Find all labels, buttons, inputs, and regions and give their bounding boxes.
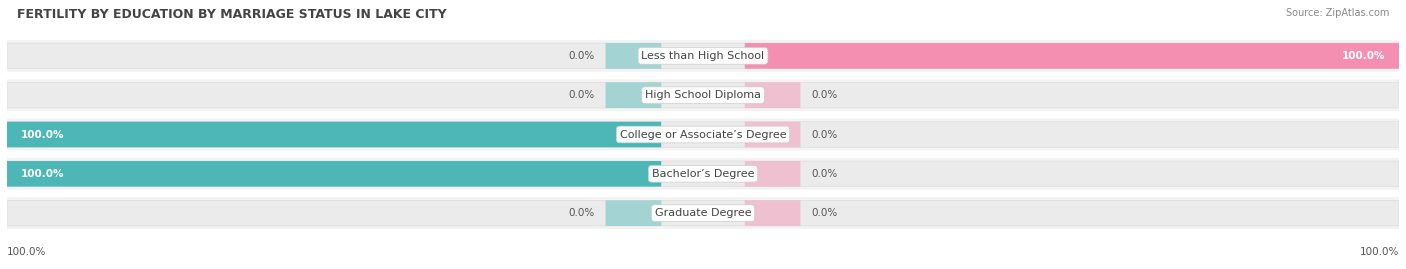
FancyBboxPatch shape <box>7 82 1399 108</box>
Text: 0.0%: 0.0% <box>811 129 837 140</box>
FancyBboxPatch shape <box>7 161 1399 187</box>
FancyBboxPatch shape <box>7 200 1399 226</box>
FancyBboxPatch shape <box>7 158 1399 190</box>
FancyBboxPatch shape <box>745 82 800 108</box>
Text: 100.0%: 100.0% <box>7 247 46 257</box>
FancyBboxPatch shape <box>745 122 800 147</box>
FancyBboxPatch shape <box>7 197 1399 229</box>
FancyBboxPatch shape <box>745 43 1399 69</box>
Text: 0.0%: 0.0% <box>811 90 837 100</box>
Text: 0.0%: 0.0% <box>811 169 837 179</box>
Text: 0.0%: 0.0% <box>569 51 595 61</box>
FancyBboxPatch shape <box>606 82 661 108</box>
Text: 100.0%: 100.0% <box>1341 51 1385 61</box>
FancyBboxPatch shape <box>7 122 661 147</box>
Text: Graduate Degree: Graduate Degree <box>655 208 751 218</box>
Text: FERTILITY BY EDUCATION BY MARRIAGE STATUS IN LAKE CITY: FERTILITY BY EDUCATION BY MARRIAGE STATU… <box>17 8 447 21</box>
Text: College or Associate’s Degree: College or Associate’s Degree <box>620 129 786 140</box>
Text: Less than High School: Less than High School <box>641 51 765 61</box>
FancyBboxPatch shape <box>745 161 800 187</box>
Text: High School Diploma: High School Diploma <box>645 90 761 100</box>
Text: Source: ZipAtlas.com: Source: ZipAtlas.com <box>1285 8 1389 18</box>
FancyBboxPatch shape <box>606 43 661 69</box>
FancyBboxPatch shape <box>7 43 1399 69</box>
Text: 0.0%: 0.0% <box>811 208 837 218</box>
FancyBboxPatch shape <box>7 161 661 187</box>
Text: 0.0%: 0.0% <box>569 90 595 100</box>
Text: 100.0%: 100.0% <box>21 169 65 179</box>
Text: Bachelor’s Degree: Bachelor’s Degree <box>652 169 754 179</box>
FancyBboxPatch shape <box>606 200 661 226</box>
Text: 0.0%: 0.0% <box>569 208 595 218</box>
FancyBboxPatch shape <box>7 119 1399 150</box>
Text: 100.0%: 100.0% <box>21 129 65 140</box>
FancyBboxPatch shape <box>7 122 1399 147</box>
FancyBboxPatch shape <box>745 200 800 226</box>
Text: 100.0%: 100.0% <box>1360 247 1399 257</box>
FancyBboxPatch shape <box>7 40 1399 72</box>
FancyBboxPatch shape <box>7 79 1399 111</box>
